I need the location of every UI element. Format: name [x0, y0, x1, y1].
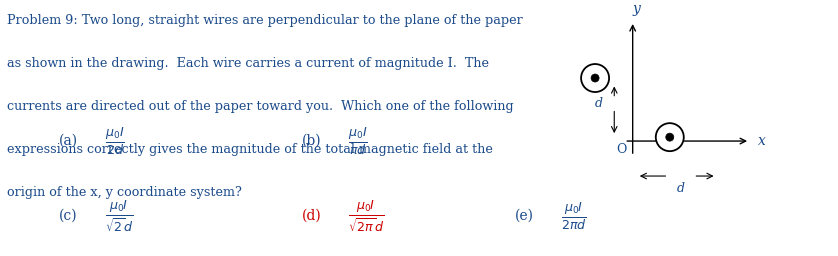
Text: y: y: [633, 2, 641, 16]
Text: as shown in the drawing.  Each wire carries a current of magnitude ⁣I⁣.  The: as shown in the drawing. Each wire carri…: [7, 57, 489, 70]
Text: (a): (a): [59, 134, 78, 148]
Circle shape: [656, 123, 684, 151]
Text: currents are directed out of the paper toward you.  Which one of the following: currents are directed out of the paper t…: [7, 100, 514, 113]
Circle shape: [665, 133, 674, 141]
Text: (c): (c): [59, 209, 77, 223]
Text: (b): (b): [302, 134, 321, 148]
Text: x: x: [758, 134, 766, 148]
Text: $\frac{\mu_0 I}{\sqrt{2}d}$: $\frac{\mu_0 I}{\sqrt{2}d}$: [105, 198, 133, 234]
Text: (e): (e): [515, 209, 535, 223]
Text: (d): (d): [302, 209, 322, 223]
Text: Problem 9: Two long, straight wires are perpendicular to the plane of the paper: Problem 9: Two long, straight wires are …: [7, 14, 522, 27]
Text: expressions correctly gives the magnitude of the total magnetic field at the: expressions correctly gives the magnitud…: [7, 143, 493, 156]
Circle shape: [591, 74, 599, 82]
Text: $\frac{\mu_0 I}{\sqrt{2\pi}d}$: $\frac{\mu_0 I}{\sqrt{2\pi}d}$: [348, 198, 384, 234]
Text: $\frac{\mu_0 I}{2d}$: $\frac{\mu_0 I}{2d}$: [105, 125, 125, 157]
Text: $\frac{\mu_0 I}{2\pi d}$: $\frac{\mu_0 I}{2\pi d}$: [561, 200, 587, 232]
Text: origin of the x, y coordinate system?: origin of the x, y coordinate system?: [7, 186, 241, 199]
Text: d: d: [677, 182, 685, 195]
Text: d: d: [595, 97, 603, 110]
Text: $\frac{\mu_0 I}{\pi d}$: $\frac{\mu_0 I}{\pi d}$: [348, 125, 368, 157]
Circle shape: [581, 64, 609, 92]
Text: O: O: [616, 143, 626, 156]
